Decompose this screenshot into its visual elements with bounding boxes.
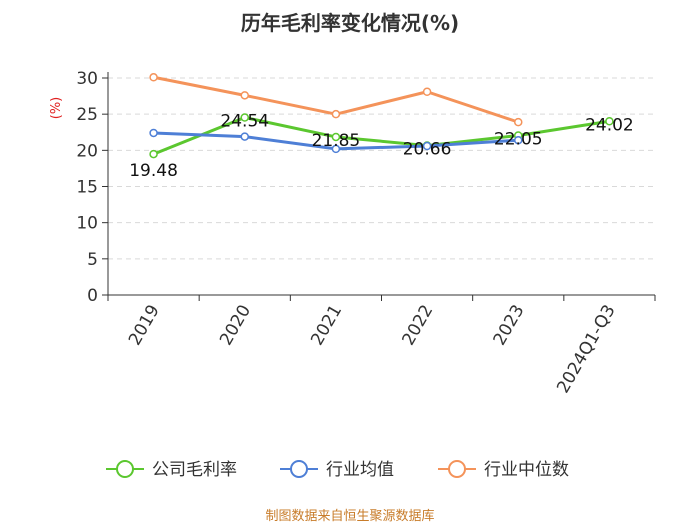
legend-marker (290, 460, 308, 478)
legend-label: 行业均值 (326, 460, 394, 480)
data-label: 24.54 (220, 111, 269, 131)
data-point (331, 109, 341, 119)
legend-marker (448, 460, 466, 478)
axes: 0 5 10 15 20 25 30 2019 2020 2021 2022 2023 2024Q1-Q… (76, 69, 656, 397)
data-label: 22.05 (494, 130, 543, 150)
legend-label: 公司毛利率 (152, 460, 237, 480)
x-tick-label: 2024Q1-Q3 (553, 302, 620, 397)
x-tick-label: 2022 (398, 302, 437, 349)
data-labels: 19.48 24.54 21.85 20.66 22.05 24.02 (129, 111, 634, 181)
y-tick-label: 10 (76, 214, 98, 234)
legend: 公司毛利率 行业均值 行业中位数 (106, 460, 569, 480)
data-point (240, 113, 249, 122)
data-label: 20.66 (403, 140, 452, 160)
data-point (149, 149, 158, 159)
data-point (605, 117, 614, 126)
x-tick-label: 2019 (125, 302, 164, 349)
data-point (331, 132, 341, 142)
y-axis-unit: (%) (49, 97, 64, 120)
series-line (153, 115, 610, 156)
data-point (422, 87, 432, 96)
y-tick-label: 25 (76, 105, 98, 125)
y-tick-label: 5 (87, 250, 98, 270)
x-tick-label: 2020 (216, 302, 255, 349)
y-tick-label: 30 (76, 69, 98, 89)
data-point (240, 132, 249, 141)
legend-marker (116, 460, 134, 478)
data-point (149, 73, 158, 82)
data-point (149, 128, 158, 138)
series-lines (149, 73, 614, 159)
data-point (331, 144, 341, 154)
data-point (514, 117, 523, 127)
legend-label: 行业中位数 (484, 460, 569, 480)
y-tick-label: 15 (76, 178, 98, 198)
y-tick-label: 20 (76, 141, 98, 161)
data-point (422, 141, 432, 151)
chart-title: 历年毛利率变化情况(%) (241, 11, 459, 35)
data-label: 24.02 (585, 115, 634, 135)
x-tick-label: 2023 (490, 302, 529, 349)
data-point (514, 135, 523, 145)
source-note: 制图数据来自恒生聚源数据库 (265, 508, 434, 524)
y-tick-label: 0 (87, 286, 98, 306)
data-label: 21.85 (312, 131, 361, 151)
data-label: 19.48 (129, 161, 178, 181)
data-point (240, 91, 249, 100)
grid-lines (108, 77, 655, 260)
x-tick-label: 2021 (307, 302, 346, 349)
